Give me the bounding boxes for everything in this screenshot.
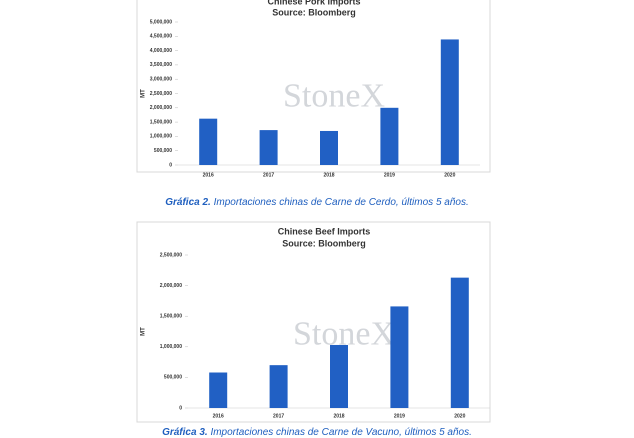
bar [390,306,409,408]
y-tick-label: 1,500,000 [150,119,172,125]
x-tick-label: 2016 [213,413,224,419]
y-tick-label: 0 [179,405,182,411]
y-tick-label: 3,000,000 [150,77,172,83]
x-tick-label: 2019 [384,172,395,178]
bar [330,344,348,408]
x-tick-label: 2017 [263,172,274,178]
y-tick-label: 1,000,000 [150,134,172,140]
chart-title: Chinese Pork Imports [267,0,360,6]
chart-frame [136,0,491,173]
bar [320,130,338,165]
y-tick-label: 0 [169,162,172,168]
bar [450,277,469,408]
bar [440,39,459,165]
y-tick-label: 500,000 [154,148,172,154]
y-tick-label: 3,500,000 [150,62,172,68]
y-tick-label: 2,500,000 [150,91,172,97]
y-tick-label: 2,000,000 [150,105,172,111]
y-tick-label: 4,000,000 [150,48,172,54]
chart-frame [136,221,491,423]
bar [209,372,228,408]
x-tick-label: 2020 [444,172,455,178]
x-tick-label: 2019 [394,413,405,419]
x-tick-label: 2017 [273,413,284,419]
y-tick-label: 5,000,000 [150,19,172,25]
caption: Gráfica 2. Importaciones chinas de Carne… [0,197,634,208]
chart-subtitle: Source: Bloomberg [282,238,366,248]
bar [259,130,278,165]
y-tick-label: 4,500,000 [150,34,172,40]
x-tick-label: 2020 [454,413,465,419]
chart-title: Chinese Beef Imports [278,226,371,236]
y-axis-label: MT [141,89,147,98]
watermark: StoneX [283,77,385,114]
y-tick-label: 1,500,000 [160,314,182,320]
bar [269,365,288,408]
y-tick-label: 2,500,000 [160,252,182,258]
x-tick-label: 2018 [333,413,344,419]
bar [380,107,399,165]
y-axis-label: MT [141,327,147,336]
caption-label: Gráfica 2. [165,197,211,208]
y-tick-label: 500,000 [164,375,182,381]
bar [199,118,218,165]
chart-subtitle: Source: Bloomberg [272,7,356,17]
y-tick-label: 1,000,000 [160,344,182,350]
caption-text: Importaciones chinas de Carne de Cerdo, … [213,197,469,208]
x-tick-label: 2018 [323,172,334,178]
x-tick-label: 2016 [203,172,214,178]
y-tick-label: 2,000,000 [160,283,182,289]
